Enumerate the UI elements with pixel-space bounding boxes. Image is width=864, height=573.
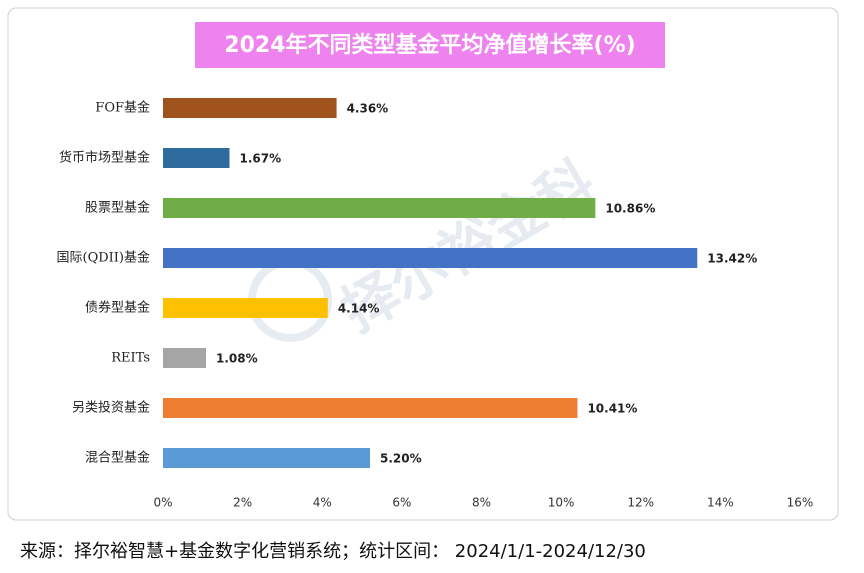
bar [163,198,596,218]
bar [163,148,230,168]
x-tick-label: 2% [233,496,252,510]
value-label: 1.67% [239,152,281,166]
x-tick-label: 8% [472,496,491,510]
y-tick-label: 国际(QDII)基金 [57,250,151,266]
y-tick-label: 混合型基金 [85,450,150,466]
y-tick-label: 债券型基金 [85,300,150,316]
value-label: 1.08% [216,352,258,366]
value-label: 5.20% [380,452,422,466]
value-label: 4.14% [338,302,380,316]
x-tick-label: 0% [153,496,172,510]
bar [163,348,206,368]
value-label: 10.86% [605,202,655,216]
source-note: 来源：择尔裕智慧+基金数字化营销系统；统计区间： 2024/1/1-2024/1… [20,541,646,562]
bar [163,248,698,268]
y-tick-label: 货币市场型基金 [59,150,150,166]
bar [163,98,337,118]
x-tick-label: 16% [787,496,814,510]
value-label: 10.41% [587,402,637,416]
y-tick-label: REITs [111,351,150,366]
bar [163,298,328,318]
y-tick-label: 股票型基金 [85,200,150,216]
value-label: 4.36% [347,102,389,116]
value-label: 13.42% [707,252,757,266]
bar [163,448,371,468]
title-box [195,22,665,68]
bar [163,398,578,418]
chart-title: 2024年不同类型基金平均净值增长率(%) [224,32,635,58]
x-tick-label: 6% [392,496,411,510]
y-tick-label: FOF基金 [95,100,150,116]
y-tick-label: 另类投资基金 [72,400,150,416]
x-tick-label: 12% [627,496,654,510]
x-tick-label: 14% [707,496,734,510]
x-tick-label: 10% [548,496,575,510]
x-tick-label: 4% [313,496,332,510]
